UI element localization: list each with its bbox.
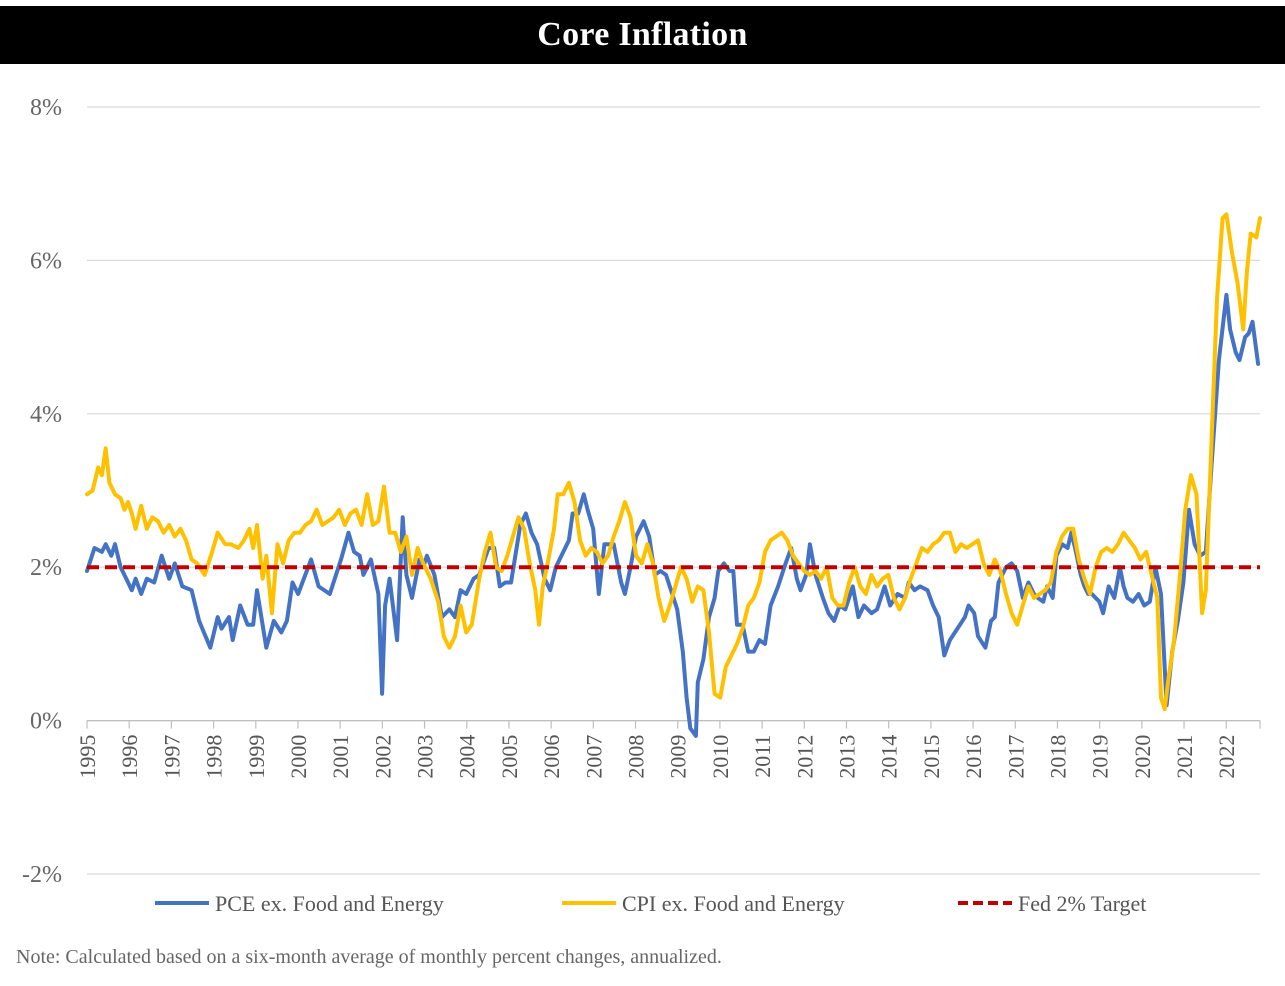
x-tick-label: 1995 bbox=[75, 735, 100, 779]
legend-label: PCE ex. Food and Energy bbox=[215, 891, 444, 916]
x-tick-label: 2004 bbox=[455, 735, 480, 779]
x-tick-label: 2013 bbox=[834, 735, 859, 779]
x-tick-label: 2018 bbox=[1045, 735, 1070, 779]
x-tick-label: 1999 bbox=[244, 735, 269, 779]
pce-series-line bbox=[85, 292, 1261, 738]
legend-label: CPI ex. Food and Energy bbox=[622, 891, 845, 916]
x-tick-label: 2001 bbox=[328, 735, 353, 779]
x-tick-label: 2002 bbox=[370, 735, 395, 779]
x-tick-label: 2015 bbox=[919, 735, 944, 779]
x-tick-label: 2016 bbox=[961, 735, 986, 779]
footnote: Note: Calculated based on a six-month av… bbox=[16, 946, 722, 968]
x-tick-label: 2010 bbox=[708, 735, 733, 779]
x-tick-label: 2006 bbox=[539, 735, 564, 779]
chart-title: Core Inflation bbox=[537, 16, 748, 53]
y-tick-label: 8% bbox=[30, 95, 62, 121]
chart-title-bar: Core Inflation bbox=[0, 6, 1285, 64]
y-tick-label: 6% bbox=[30, 248, 62, 274]
x-tick-label: 1998 bbox=[202, 735, 227, 779]
y-tick-label: 4% bbox=[30, 402, 62, 428]
x-tick-label: 2005 bbox=[497, 735, 522, 779]
x-tick-label: 1997 bbox=[159, 735, 184, 779]
x-tick-label: 1996 bbox=[117, 735, 142, 779]
x-tick-label: 2011 bbox=[750, 735, 775, 778]
x-tick-label: 2021 bbox=[1172, 735, 1197, 779]
x-tick-label: 2017 bbox=[1003, 735, 1028, 779]
x-tick-label: 2014 bbox=[877, 735, 902, 779]
x-tick-label: 2008 bbox=[624, 735, 649, 779]
y-tick-label: 0% bbox=[30, 709, 62, 735]
legend-label: Fed 2% Target bbox=[1018, 891, 1146, 916]
x-tick-label: 2012 bbox=[792, 735, 817, 779]
x-tick-label: 2019 bbox=[1088, 735, 1113, 779]
x-tick-label: 2007 bbox=[581, 735, 606, 779]
x-tick-label: 2009 bbox=[666, 735, 691, 779]
x-tick-label: 2003 bbox=[413, 735, 438, 779]
y-tick-label: -2% bbox=[22, 862, 62, 888]
x-tick-label: 2000 bbox=[286, 735, 311, 779]
x-tick-label: 2022 bbox=[1214, 735, 1239, 779]
x-tick-label: 2020 bbox=[1130, 735, 1155, 779]
y-tick-label: 2% bbox=[30, 555, 62, 581]
